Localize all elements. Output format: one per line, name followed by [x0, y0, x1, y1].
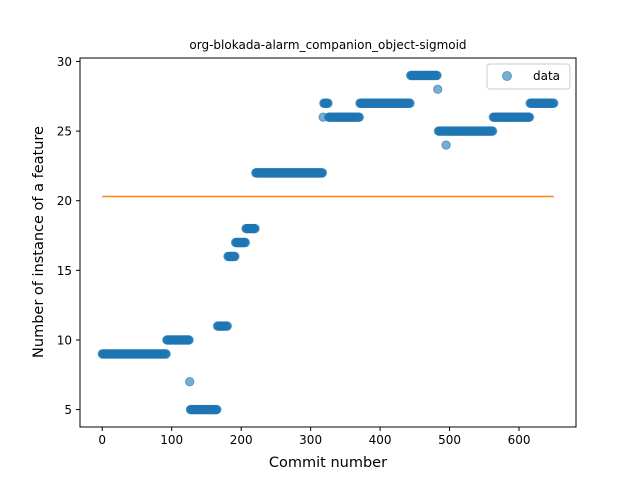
data-point: [250, 223, 260, 234]
x-tick-label: 600: [508, 433, 531, 447]
data-point: [161, 349, 171, 359]
data-point: [405, 98, 415, 108]
y-tick-label: 20: [57, 194, 72, 208]
data-point: [212, 404, 222, 415]
data-point: [433, 84, 443, 95]
legend-label-data: data: [533, 69, 560, 83]
y-tick-label: 10: [57, 333, 72, 347]
y-axis-ticks: 5 10 15 20 25 30: [57, 55, 80, 417]
data-point: [317, 168, 328, 178]
data-point: [441, 140, 451, 150]
y-tick-label: 30: [57, 55, 72, 69]
x-axis-label: Commit number: [269, 455, 387, 471]
y-tick-label: 15: [57, 264, 72, 278]
data-point: [185, 377, 195, 387]
data-point: [354, 112, 364, 122]
data-point: [222, 321, 232, 331]
data-point: [487, 126, 498, 136]
data-point: [549, 98, 559, 108]
legend-box: [486, 63, 571, 90]
x-tick-label: 100: [160, 433, 183, 447]
x-tick-label: 400: [369, 433, 392, 447]
x-tick-label: 0: [98, 433, 106, 447]
data-point: [524, 112, 535, 122]
legend-marker-data: [502, 71, 512, 81]
data-point: [230, 251, 240, 262]
data-point: [432, 70, 442, 81]
x-tick-label: 200: [230, 433, 253, 447]
y-axis-label: Number of instance of a feature: [31, 126, 47, 358]
legend: data: [486, 63, 571, 90]
y-tick-label: 5: [64, 403, 72, 417]
x-tick-label: 300: [299, 433, 322, 447]
x-tick-label: 500: [438, 433, 461, 447]
data-point: [184, 335, 194, 345]
data-layer: [97, 70, 559, 415]
chart-title: org-blokada-alarm_companion_object-sigmo…: [189, 38, 466, 52]
data-point: [323, 98, 333, 108]
data-point: [240, 237, 251, 248]
x-axis-ticks: 0 100 200 300 400 500 600: [98, 427, 530, 447]
plot-frame: [79, 57, 577, 428]
y-tick-label: 25: [57, 125, 72, 139]
